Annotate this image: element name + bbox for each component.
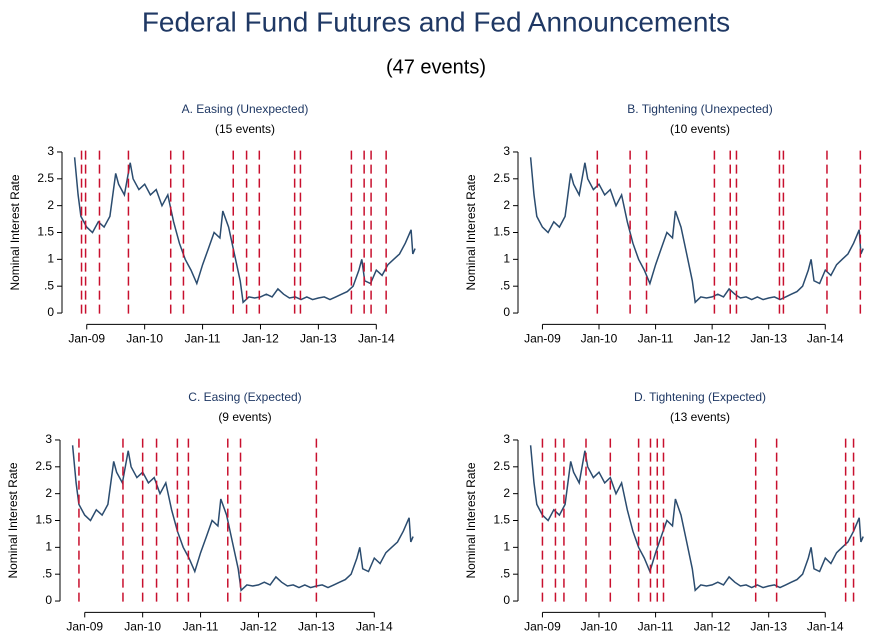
y-tick-label: 0	[503, 305, 510, 319]
x-tick-label: Jan-11	[638, 620, 674, 634]
y-tick-label: 1.5	[37, 225, 54, 239]
panel-subtitle: (10 events)	[670, 122, 730, 136]
panel: C. Easing (Expected) (9 events) Nominal In…	[6, 390, 414, 634]
panel-title: B. Tightening (Unexpected)	[627, 102, 772, 116]
y-axis-label: Nominal Interest Rate	[8, 174, 22, 290]
x-tick-label: Jan-12	[240, 620, 277, 634]
x-tick-label: Jan-11	[185, 332, 221, 346]
y-tick-label: 1.5	[493, 513, 510, 527]
x-tick-label: Jan-13	[300, 332, 337, 346]
panel: D. Tightening (Expected) (13 events) Nomin…	[464, 390, 864, 634]
chart-title: Federal Fund Futures and Fed Announcemen…	[142, 6, 730, 37]
x-tick-label: Jan-14	[807, 332, 844, 346]
y-axis-label: Nominal Interest Rate	[464, 462, 478, 578]
panel-title: D. Tightening (Expected)	[634, 390, 766, 404]
x-tick-label: Jan-12	[694, 620, 731, 634]
y-tick-label: 2.5	[35, 459, 52, 473]
x-tick-label: Jan-11	[183, 620, 219, 634]
data-line	[529, 157, 864, 304]
panel-title: C. Easing (Expected)	[188, 390, 301, 404]
y-tick-label: 2.5	[493, 459, 510, 473]
x-tick-label: Jan-09	[66, 620, 103, 634]
chart-subtitle: (47 events)	[386, 56, 486, 78]
y-tick-label: 1	[47, 252, 54, 266]
x-tick-label: Jan-12	[242, 332, 279, 346]
data-line	[529, 445, 864, 592]
y-tick-label: 0	[503, 593, 510, 607]
y-tick-label: 1	[45, 540, 52, 554]
panel-subtitle: (13 events)	[670, 410, 730, 424]
panel-title: A. Easing (Unexpected)	[182, 102, 309, 116]
y-tick-label: 3	[503, 144, 510, 158]
x-tick-label: Jan-10	[581, 620, 618, 634]
x-tick-label: Jan-09	[524, 332, 561, 346]
y-tick-label: 2	[503, 198, 510, 212]
y-tick-label: .5	[500, 278, 510, 292]
y-tick-label: 1.5	[35, 513, 52, 527]
x-tick-label: Jan-13	[750, 332, 787, 346]
y-axis-label: Nominal Interest Rate	[6, 462, 20, 578]
x-tick-label: Jan-13	[298, 620, 335, 634]
y-tick-label: 2	[47, 198, 54, 212]
y-axis-label: Nominal Interest Rate	[464, 174, 478, 290]
y-tick-label: .5	[42, 566, 52, 580]
data-line	[71, 445, 414, 592]
panel-subtitle: (9 events)	[218, 410, 271, 424]
y-tick-label: .5	[500, 566, 510, 580]
y-tick-label: 3	[45, 432, 52, 446]
y-tick-label: 3	[47, 144, 54, 158]
x-tick-label: Jan-10	[126, 332, 163, 346]
x-tick-label: Jan-09	[68, 332, 105, 346]
y-tick-label: 2	[503, 486, 510, 500]
y-tick-label: 2.5	[493, 171, 510, 185]
y-tick-label: 3	[503, 432, 510, 446]
y-tick-label: 1	[503, 252, 510, 266]
y-tick-label: 2	[45, 486, 52, 500]
x-tick-label: Jan-14	[807, 620, 844, 634]
y-tick-label: 1	[503, 540, 510, 554]
x-tick-label: Jan-10	[581, 332, 618, 346]
panel-subtitle: (15 events)	[215, 122, 275, 136]
y-tick-label: 1.5	[493, 225, 510, 239]
y-tick-label: 0	[47, 305, 54, 319]
y-tick-label: 0	[45, 593, 52, 607]
x-tick-label: Jan-12	[694, 332, 731, 346]
panel: B. Tightening (Unexpected) (10 events) Nom…	[464, 102, 864, 346]
y-tick-label: 2.5	[37, 171, 54, 185]
x-tick-label: Jan-14	[358, 332, 395, 346]
x-tick-label: Jan-09	[524, 620, 561, 634]
x-tick-label: Jan-11	[638, 332, 674, 346]
y-tick-label: .5	[44, 278, 54, 292]
x-tick-label: Jan-13	[750, 620, 787, 634]
panel: A. Easing (Unexpected) (15 events) Nominal…	[8, 102, 416, 346]
x-tick-label: Jan-14	[356, 620, 393, 634]
x-tick-label: Jan-10	[124, 620, 161, 634]
